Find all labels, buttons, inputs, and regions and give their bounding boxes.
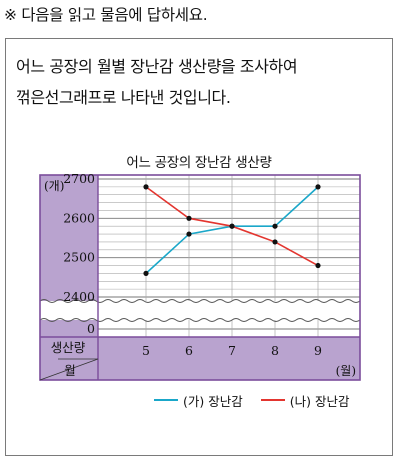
corner-label-bottom: 월 xyxy=(64,363,76,378)
chart-title: 어느 공장의 장난감 생산량 xyxy=(126,155,272,171)
data-point-a xyxy=(272,223,278,229)
axis-break-wave xyxy=(39,318,361,322)
problem-card: 어느 공장의 월별 장난감 생산량을 조사하여 꺾은선그래프로 나타낸 것입니다… xyxy=(5,38,393,456)
legend-item-a: (가) 장난감 xyxy=(154,391,243,410)
chart-frame xyxy=(39,174,361,381)
problem-line-1: 어느 공장의 월별 장난감 생산량을 조사하여 xyxy=(16,57,298,76)
problem-line-2: 꺾은선그래프로 나타낸 것입니다. xyxy=(16,88,231,107)
data-point-b xyxy=(186,215,192,221)
x-axis-unit: (월) xyxy=(336,364,356,378)
x-tick-label: 5 xyxy=(142,343,150,358)
x-tick-label: 8 xyxy=(271,343,279,358)
data-point-a xyxy=(186,231,192,237)
y-tick-label: 2400 xyxy=(63,289,95,304)
legend-swatch-b xyxy=(260,399,285,401)
x-tick-label: 6 xyxy=(185,343,193,358)
problem-text: 어느 공장의 월별 장난감 생산량을 조사하여 꺾은선그래프로 나타낸 것입니다… xyxy=(16,51,384,113)
x-tick-label: 7 xyxy=(228,343,236,358)
corner-divider xyxy=(39,358,99,381)
legend-swatch-a xyxy=(154,399,178,401)
chart-legend: (가) 장난감 (나) 장난감 xyxy=(154,389,363,410)
y-axis-unit: (개) xyxy=(44,179,64,193)
axis-break-wave xyxy=(39,299,361,303)
data-point-b xyxy=(143,184,149,190)
x-tick-label: 9 xyxy=(314,343,322,358)
legend-label-a: (가) 장난감 xyxy=(183,393,243,409)
corner-label-top: 생산량 xyxy=(51,340,86,355)
y-tick-label: 2600 xyxy=(63,210,95,225)
y-tick-label: 2700 xyxy=(63,171,95,186)
legend-label-b: (나) 장난감 xyxy=(289,393,350,409)
data-point-b xyxy=(272,239,278,245)
y-tick-label: 0 xyxy=(87,321,95,336)
instruction-text: ※ 다음을 읽고 물음에 답하세요. xyxy=(4,6,208,24)
x-label-band xyxy=(98,337,360,380)
y-label-column xyxy=(40,175,98,380)
data-point-a xyxy=(315,184,321,190)
y-tick-label: 2500 xyxy=(63,250,95,265)
data-point-a xyxy=(143,270,149,276)
legend-item-b: (나) 장난감 xyxy=(260,391,350,410)
axis-break-band xyxy=(40,301,360,320)
data-point-b xyxy=(229,223,235,229)
data-point-b xyxy=(315,262,321,269)
